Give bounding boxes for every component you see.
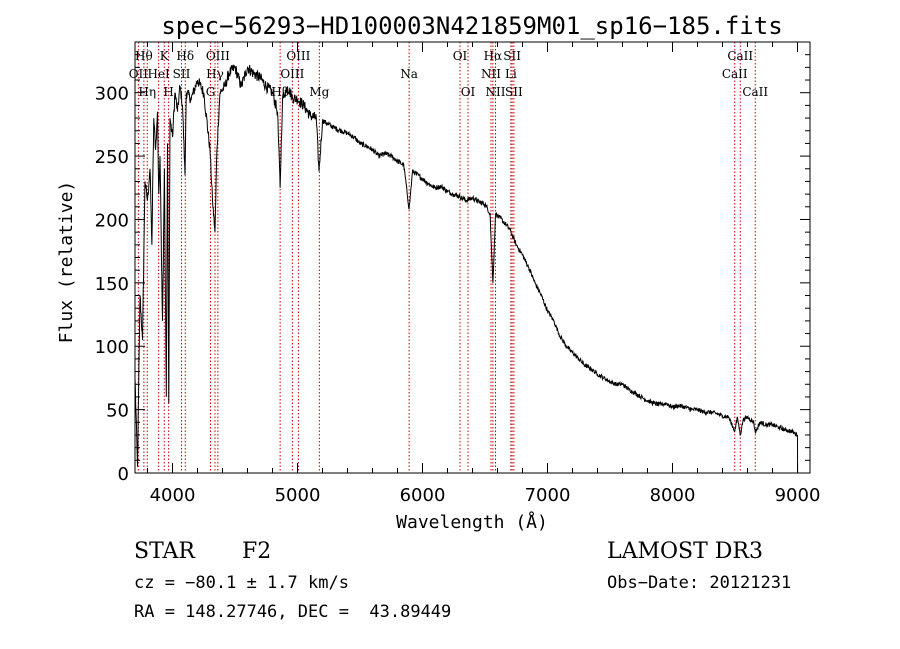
- line-marker-label-24: CaII: [722, 67, 748, 81]
- line-marker-label-22: SII: [503, 49, 521, 63]
- line-marker-label-23: SII: [505, 85, 523, 99]
- line-marker-label-25: CaII: [727, 49, 753, 63]
- line-marker-label-0: OII: [129, 67, 149, 81]
- object-type: STAR: [134, 539, 195, 564]
- spectral-subclass: F2: [242, 539, 272, 564]
- line-marker-label-20: NII: [486, 85, 506, 99]
- y-tick-label-0: 0: [118, 464, 129, 485]
- survey-name: LAMOST DR3: [607, 539, 763, 564]
- y-tick-label-2: 100: [95, 337, 129, 358]
- line-marker-label-17: OI: [461, 85, 476, 99]
- line-marker-label-6: SII: [173, 67, 191, 81]
- line-marker-label-12: OIII: [280, 67, 304, 81]
- line-marker-label-26: CaII: [742, 85, 768, 99]
- y-axis-label: Flux (relative): [56, 181, 77, 344]
- line-marker-label-7: Hδ: [176, 49, 194, 63]
- line-marker-labels: OIIHθHηHeIKHSIIHδGHγOIIIHβOIIIOIIIMgNaOI…: [129, 49, 769, 99]
- x-tick-label-1: 5000: [275, 485, 321, 506]
- radial-velocity: cz = −80.1 ± 1.7 km/s: [134, 573, 349, 593]
- x-tick-label-0: 4000: [150, 485, 196, 506]
- line-marker-label-14: Mg: [309, 85, 329, 99]
- line-marker-label-21: Li: [505, 67, 517, 81]
- line-marker-label-3: HeI: [147, 67, 170, 81]
- line-marker-label-2: Hη: [138, 85, 156, 99]
- sky-coordinates: RA = 148.27746, DEC = 43.89449: [134, 602, 452, 622]
- plot-frame: [134, 41, 811, 474]
- y-tick-label-3: 150: [95, 274, 129, 295]
- x-axis: 4000 5000 6000 7000 8000 9000: [147, 42, 821, 506]
- line-marker-label-10: OIII: [206, 49, 230, 63]
- x-tick-label-5: 9000: [775, 485, 821, 506]
- line-markers: [137, 42, 756, 473]
- chart-title: spec−56293−HD100003N421859M01_sp16−185.f…: [161, 12, 782, 40]
- line-marker-label-1: Hθ: [135, 49, 153, 63]
- x-tick-label-2: 6000: [400, 485, 446, 506]
- y-tick-label-1: 50: [106, 401, 129, 422]
- line-marker-label-19: Hα: [484, 49, 503, 63]
- observation-date: Obs−Date: 20121231: [607, 573, 792, 593]
- y-tick-label-5: 250: [95, 147, 129, 168]
- line-marker-label-4: K: [160, 49, 170, 63]
- line-marker-label-18: NII: [481, 67, 501, 81]
- line-marker-label-9: Hγ: [206, 67, 224, 81]
- line-marker-label-16: OI: [453, 49, 468, 63]
- flux-series-line: [134, 64, 799, 474]
- line-marker-label-8: G: [206, 85, 216, 99]
- x-tick-label-3: 7000: [525, 485, 571, 506]
- line-marker-label-13: OIII: [286, 49, 310, 63]
- x-axis-label: Wavelength (Å): [396, 511, 548, 533]
- x-tick-label-4: 8000: [650, 485, 696, 506]
- y-tick-label-4: 200: [95, 210, 129, 231]
- y-axis: 0 50 100 150 200 250 300: [95, 54, 810, 485]
- line-marker-label-15: Na: [400, 67, 418, 81]
- line-marker-label-5: H: [163, 85, 173, 99]
- y-tick-label-6: 300: [95, 84, 129, 105]
